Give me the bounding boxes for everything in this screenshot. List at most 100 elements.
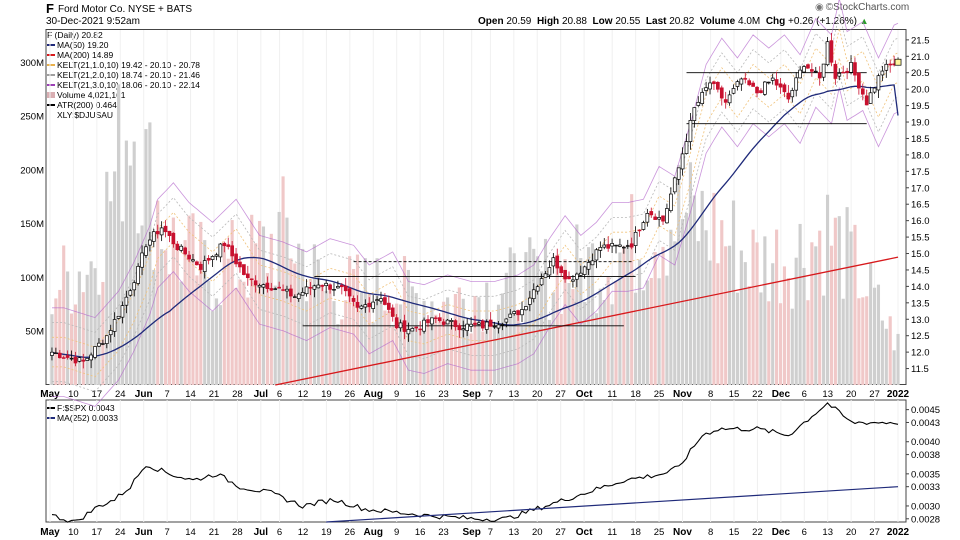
ratio-panel-frame — [45, 399, 907, 523]
volume-bar — [422, 300, 426, 385]
volume-bar — [837, 216, 841, 385]
candle-body — [774, 79, 779, 86]
ratio-date-axis-label: 27 — [555, 527, 566, 538]
candle-body — [422, 319, 426, 332]
volume-bar — [124, 140, 128, 385]
volume-bar — [571, 289, 575, 385]
volume-bar — [641, 290, 645, 385]
candle-body — [716, 81, 720, 90]
low-value: 20.55 — [615, 16, 641, 27]
ratio-line — [51, 402, 899, 523]
volume-bar — [755, 242, 759, 385]
volume-bar — [293, 263, 297, 385]
volume-bar — [614, 280, 618, 385]
volume-bar — [328, 283, 332, 385]
candle-body — [398, 322, 403, 329]
volume-bar — [277, 211, 281, 385]
volume-bar — [720, 220, 724, 385]
volume-bar — [355, 254, 360, 385]
ma200-line — [275, 256, 899, 386]
volume-axis-label: 50M — [26, 327, 45, 338]
candle-body — [136, 265, 140, 284]
volume-bar — [179, 281, 183, 385]
ratio-date-axis-label: 23 — [438, 527, 449, 538]
volume-axis-label: 250M — [20, 112, 44, 123]
legend-entry: F:$SPX 0.0043 — [47, 403, 118, 413]
date-axis-label: Oct — [576, 389, 593, 400]
ratio-date-axis-label: 24 — [115, 527, 126, 538]
candle-body — [845, 70, 849, 73]
volume-bar — [559, 313, 563, 385]
candle-body — [829, 40, 834, 63]
volume-bar — [786, 278, 790, 385]
candle-body — [684, 141, 689, 154]
volume-bar — [665, 275, 669, 385]
ratio-legend: F:$SPX 0.0043 MA(252) 0.0033 — [47, 403, 118, 423]
ratio-date-axis-label: Nov — [673, 527, 692, 538]
volume-bar — [434, 314, 438, 385]
date-axis-label: 16 — [415, 389, 426, 400]
volume-bar — [567, 283, 571, 385]
candle-body — [704, 87, 708, 91]
date-axis-label: 28 — [232, 389, 243, 400]
candle-body — [500, 323, 505, 326]
date-axis-label: 9 — [394, 389, 399, 400]
volume-bar — [810, 242, 814, 385]
candle-body — [504, 318, 509, 323]
date-axis-label: 21 — [209, 389, 220, 400]
candle-body — [167, 230, 172, 237]
volume-bar — [234, 287, 238, 385]
candle-body — [312, 285, 317, 290]
candle-body — [810, 69, 814, 72]
candle-body — [351, 298, 356, 302]
volume-bar — [89, 261, 93, 385]
volume-bar — [481, 331, 485, 385]
volume-bar — [618, 252, 622, 385]
ratio-date-axis-label: 7 — [164, 527, 169, 538]
legend-label: F (Daily) 20.82 — [47, 30, 103, 40]
candle-body — [872, 87, 877, 93]
volume-axis-label: 150M — [20, 219, 44, 230]
volume-bar — [516, 312, 520, 385]
candle-body — [124, 296, 129, 306]
legend-label: ATR(200) 0.464 — [57, 100, 117, 110]
volume-bar — [69, 313, 74, 385]
volume-bar — [375, 258, 379, 385]
legend-label: MA(50) 19.20 — [57, 40, 109, 50]
volume-bar — [465, 327, 469, 385]
volume-bar — [148, 122, 152, 385]
candle-body — [355, 301, 360, 308]
volume-bar — [739, 250, 743, 385]
date-axis-label: 11 — [607, 389, 617, 400]
brand-watermark: ◉ ©StockCharts.com — [815, 2, 910, 13]
candle-body — [339, 284, 344, 288]
volume-bar — [818, 230, 822, 385]
date-axis-label: Dec — [772, 389, 791, 400]
candle-body — [151, 231, 156, 242]
volume-bar — [359, 292, 363, 385]
legend-entry: KELT(21,2.0,10) 18.74 - 20.10 - 21.46 — [47, 70, 200, 80]
date-axis-label: 26 — [345, 389, 356, 400]
last-label: Last — [645, 16, 667, 27]
volume-bar — [594, 313, 598, 385]
chg-label: Chg — [765, 16, 786, 27]
candle-body — [449, 320, 454, 322]
candle-body — [433, 317, 438, 320]
candle-body — [245, 273, 250, 279]
candle-body — [602, 244, 607, 248]
candle-body — [539, 278, 544, 286]
candle-body — [837, 72, 842, 77]
volume-bar — [583, 302, 587, 385]
candle-body — [93, 346, 97, 358]
price-legend: F (Daily) 20.82 MA(50) 19.20 MA(200) 14.89… — [47, 30, 200, 120]
candle-body — [363, 304, 368, 308]
ratio-date-axis-label: 10 — [68, 527, 79, 538]
volume-bar — [285, 217, 289, 385]
candle-body — [402, 320, 407, 332]
volume-bar — [716, 263, 720, 385]
volume-bar — [332, 301, 336, 385]
candle-body — [743, 78, 748, 80]
candle-body — [637, 229, 642, 232]
legend-entry: KELT(21,3.0,10) 18.06 - 20.10 - 22.14 — [47, 80, 200, 90]
ratio-date-axis-label: 25 — [654, 527, 665, 538]
